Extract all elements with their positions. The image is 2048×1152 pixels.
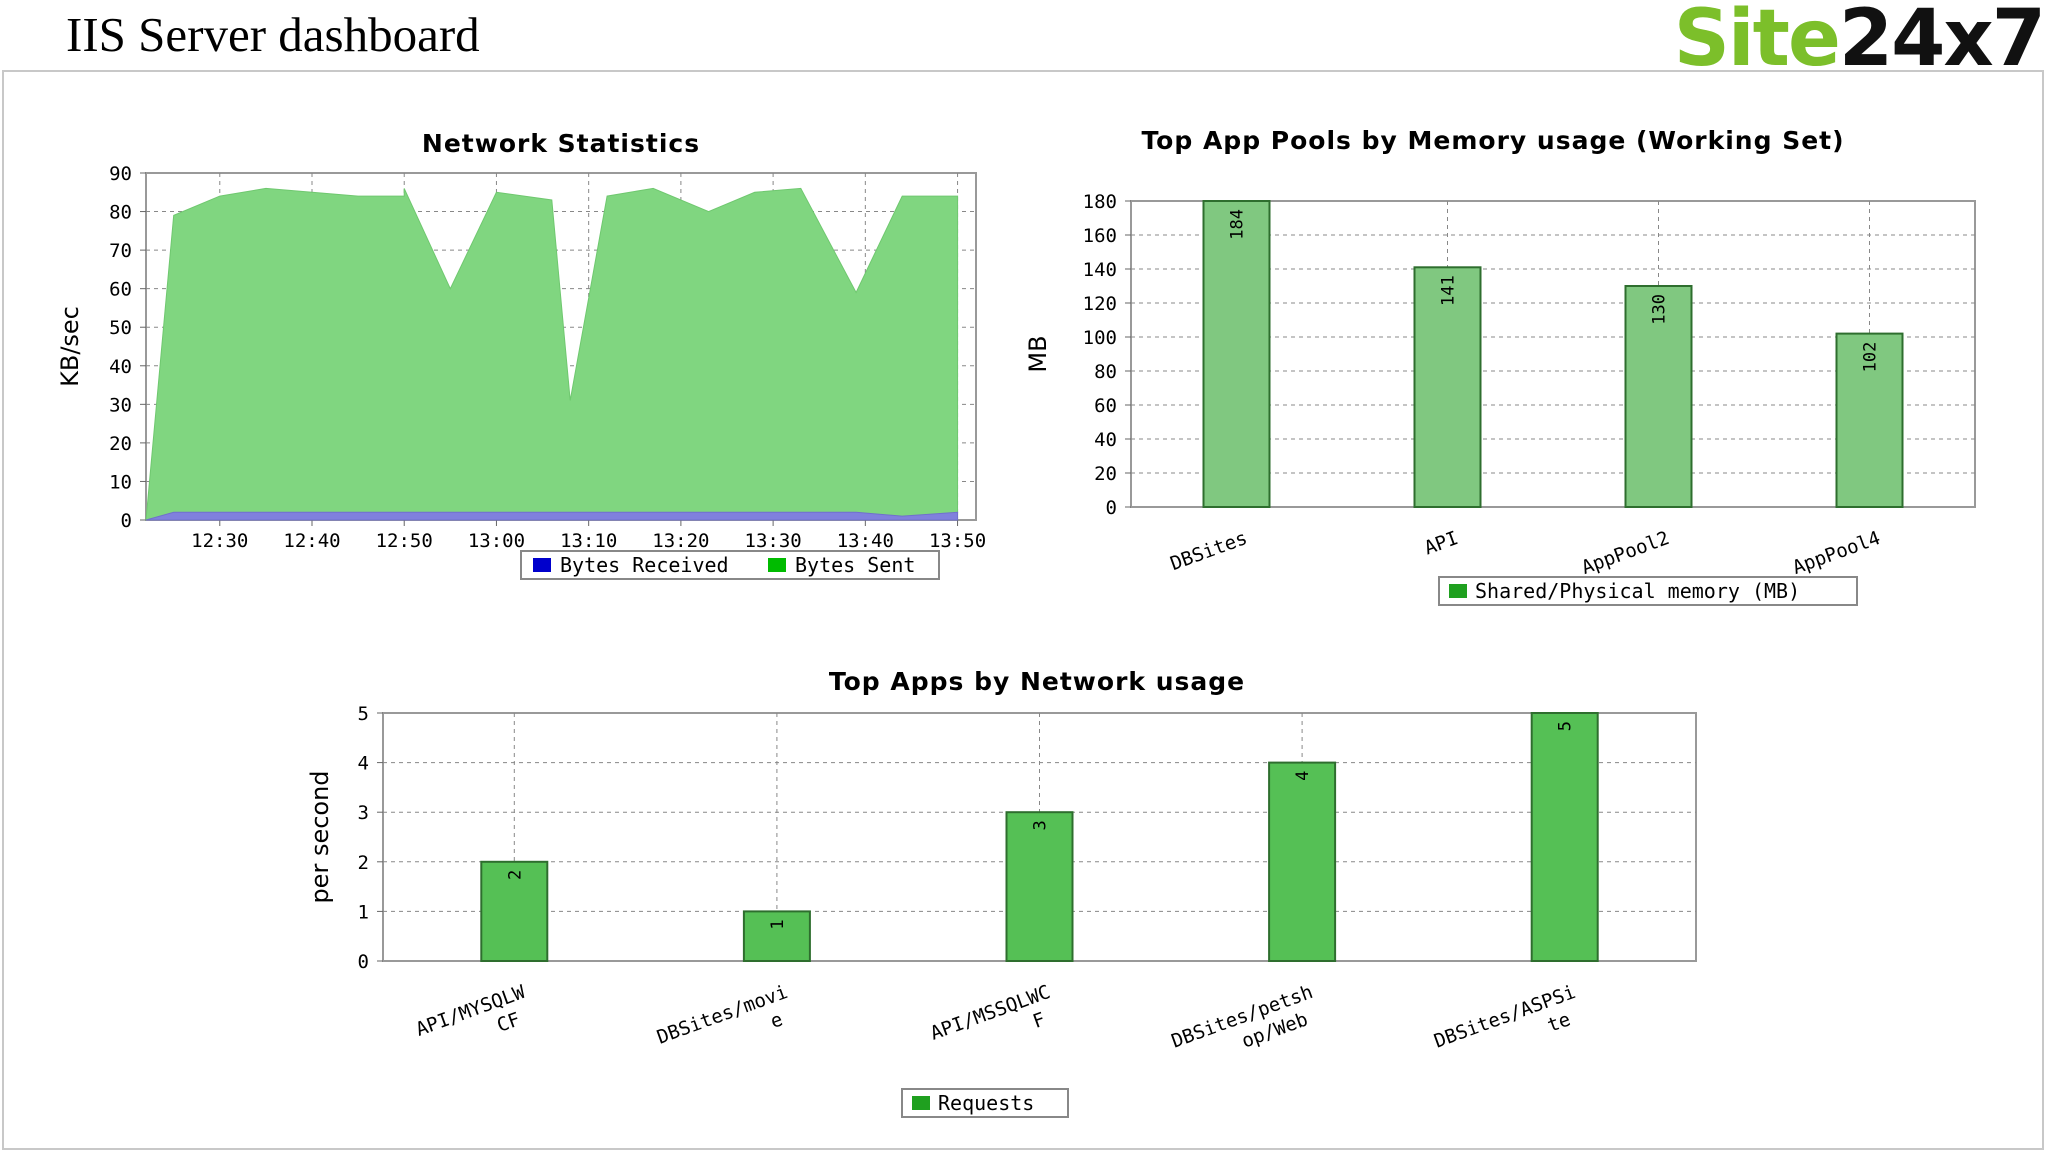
x-tick-label: 12:40 xyxy=(283,530,340,552)
y-tick-label: 1 xyxy=(358,901,369,923)
y-tick-label: 80 xyxy=(1094,361,1117,383)
x-tick-label: 13:40 xyxy=(837,530,894,552)
network-statistics-chart: Network Statistics 0 10 20 30 40 50 60 70 80 90 12:… xyxy=(56,129,986,580)
bar-value-label: 3 xyxy=(1031,820,1051,830)
bar-value-label: 5 xyxy=(1556,721,1576,731)
bar-value-label: 1 xyxy=(768,919,788,929)
y-tick-label: 90 xyxy=(109,163,132,185)
y-tick-label: 100 xyxy=(1083,327,1117,349)
y-tick-label: 5 xyxy=(358,703,369,725)
x-category-label: AppPool4 xyxy=(1790,527,1884,579)
y-axis-label: MB xyxy=(1024,335,1052,372)
y-tick-label: 180 xyxy=(1083,191,1117,213)
y-tick-label: 50 xyxy=(109,317,132,339)
y-tick-label: 10 xyxy=(109,471,132,493)
x-tick-label: 13:50 xyxy=(929,530,986,552)
y-tick-label: 20 xyxy=(109,433,132,455)
x-category-label-line: CF xyxy=(494,1008,523,1037)
x-category-label-line: te xyxy=(1544,1008,1573,1037)
x-tick-label: 13:20 xyxy=(652,530,709,552)
y-tick-label: 3 xyxy=(358,802,369,824)
legend-swatch xyxy=(768,558,786,572)
bar xyxy=(1413,266,1482,508)
bar xyxy=(1005,811,1074,963)
y-tick-label: 20 xyxy=(1094,463,1117,485)
y-tick-label: 70 xyxy=(109,240,132,262)
bar-value-label: 184 xyxy=(1228,209,1248,240)
x-category-label-line: API xyxy=(1421,527,1461,559)
bar-value-label: 2 xyxy=(505,870,525,880)
bar-value-label: 130 xyxy=(1650,294,1670,325)
bar-value-label: 141 xyxy=(1439,275,1459,306)
y-tick-label: 40 xyxy=(1094,429,1117,451)
bar xyxy=(1530,712,1599,962)
bar-value-label: 102 xyxy=(1861,342,1881,373)
chart-legend: Shared/Physical memory (MB) xyxy=(1438,576,1858,606)
x-tick-label: 13:00 xyxy=(468,530,525,552)
x-category-label: AppPool2 xyxy=(1579,527,1673,579)
y-tick-label: 60 xyxy=(109,279,132,301)
y-tick-label: 60 xyxy=(1094,395,1117,417)
y-axis-label: KB/sec xyxy=(56,306,84,387)
plot-area xyxy=(1130,200,1976,508)
series-bytes-received-area xyxy=(145,511,959,521)
legend-swatch xyxy=(912,1096,930,1110)
y-axis-label: per second xyxy=(306,770,334,903)
y-tick-label: 30 xyxy=(109,394,132,416)
x-category-label-line: AppPool2 xyxy=(1579,527,1673,579)
y-tick-label: 140 xyxy=(1083,259,1117,281)
top-apps-network-chart: Top Apps by Network usage 0 1 2 3 4 5 2 API/MYSQ… xyxy=(306,667,1697,1118)
legend-item-label: Requests xyxy=(938,1091,1034,1115)
y-tick-label: 4 xyxy=(358,753,369,775)
x-tick-label: 13:10 xyxy=(560,530,617,552)
app-pools-memory-chart: Top App Pools by Memory usage (Working S… xyxy=(1024,126,1976,606)
x-category-label: DBSites xyxy=(1167,527,1250,575)
chart-title: Top Apps by Network usage xyxy=(829,667,1245,696)
legend-item-label: Bytes Sent xyxy=(795,553,915,577)
chart-title: Network Statistics xyxy=(422,129,700,158)
bar xyxy=(1835,332,1904,508)
y-tick-label: 120 xyxy=(1083,293,1117,315)
y-tick-label: 0 xyxy=(121,510,132,532)
y-tick-label: 0 xyxy=(358,951,369,973)
bar xyxy=(742,910,811,963)
y-tick-label: 0 xyxy=(1106,497,1117,519)
chart-title: Top App Pools by Memory usage (Working S… xyxy=(1141,126,1844,155)
x-category-label: API xyxy=(1421,527,1461,559)
y-tick-label: 2 xyxy=(358,852,369,874)
x-category-label-line: e xyxy=(767,1008,785,1033)
x-category-label-line: F xyxy=(1030,1008,1048,1033)
legend-item-label: Bytes Received xyxy=(560,553,729,577)
y-tick-label: 160 xyxy=(1083,225,1117,247)
chart-legend: Bytes Received Bytes Sent xyxy=(520,550,940,580)
x-category-label-line: DBSites xyxy=(1167,527,1250,575)
bar xyxy=(1624,285,1693,508)
y-tick-label: 40 xyxy=(109,356,132,378)
x-category-label-line: AppPool4 xyxy=(1790,527,1884,579)
legend-item-label: Shared/Physical memory (MB) xyxy=(1475,579,1800,603)
series-bytes-sent-area xyxy=(145,187,959,521)
bar xyxy=(480,860,549,962)
chart-legend: Requests xyxy=(901,1088,1069,1118)
bar-value-label: 4 xyxy=(1293,771,1313,781)
bar xyxy=(1268,761,1337,962)
bar xyxy=(1202,200,1271,508)
page-title: IIS Server dashboard xyxy=(66,7,480,62)
legend-swatch xyxy=(533,558,551,572)
x-tick-label: 13:30 xyxy=(745,530,802,552)
legend-box xyxy=(1438,576,1858,606)
legend-box xyxy=(520,550,940,580)
x-tick-label: 12:30 xyxy=(191,530,248,552)
dashboard-panel xyxy=(2,70,2044,1150)
y-tick-label: 80 xyxy=(109,202,132,224)
legend-swatch xyxy=(1449,584,1467,598)
x-tick-label: 12:50 xyxy=(376,530,433,552)
